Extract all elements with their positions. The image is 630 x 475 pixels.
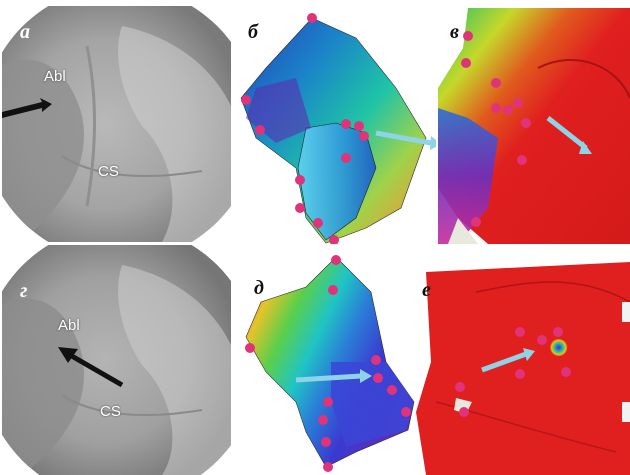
abl-label: Abl bbox=[58, 317, 80, 334]
panel-letter-g: г bbox=[20, 280, 28, 302]
activation-map-panel-b: б bbox=[236, 8, 436, 244]
fluoroscopy-panel-g: Abl CS г bbox=[2, 245, 231, 475]
abl-label: Abl bbox=[44, 68, 66, 85]
activation-map-panel-d: д bbox=[236, 252, 436, 475]
cs-label: CS bbox=[98, 163, 119, 180]
panel-letter-v: в bbox=[450, 21, 459, 43]
activation-map-panel-e: е bbox=[416, 262, 630, 475]
activation-map-panel-v: в bbox=[438, 8, 630, 244]
fluoroscopy-panel-a: Abl CS а bbox=[2, 6, 231, 242]
panel-letter-d: д bbox=[254, 277, 264, 299]
panel-letter-b: б bbox=[248, 21, 258, 43]
panel-letter-e: е bbox=[422, 279, 431, 301]
panel-letter-a: а bbox=[20, 21, 30, 43]
cs-label: CS bbox=[100, 403, 121, 420]
